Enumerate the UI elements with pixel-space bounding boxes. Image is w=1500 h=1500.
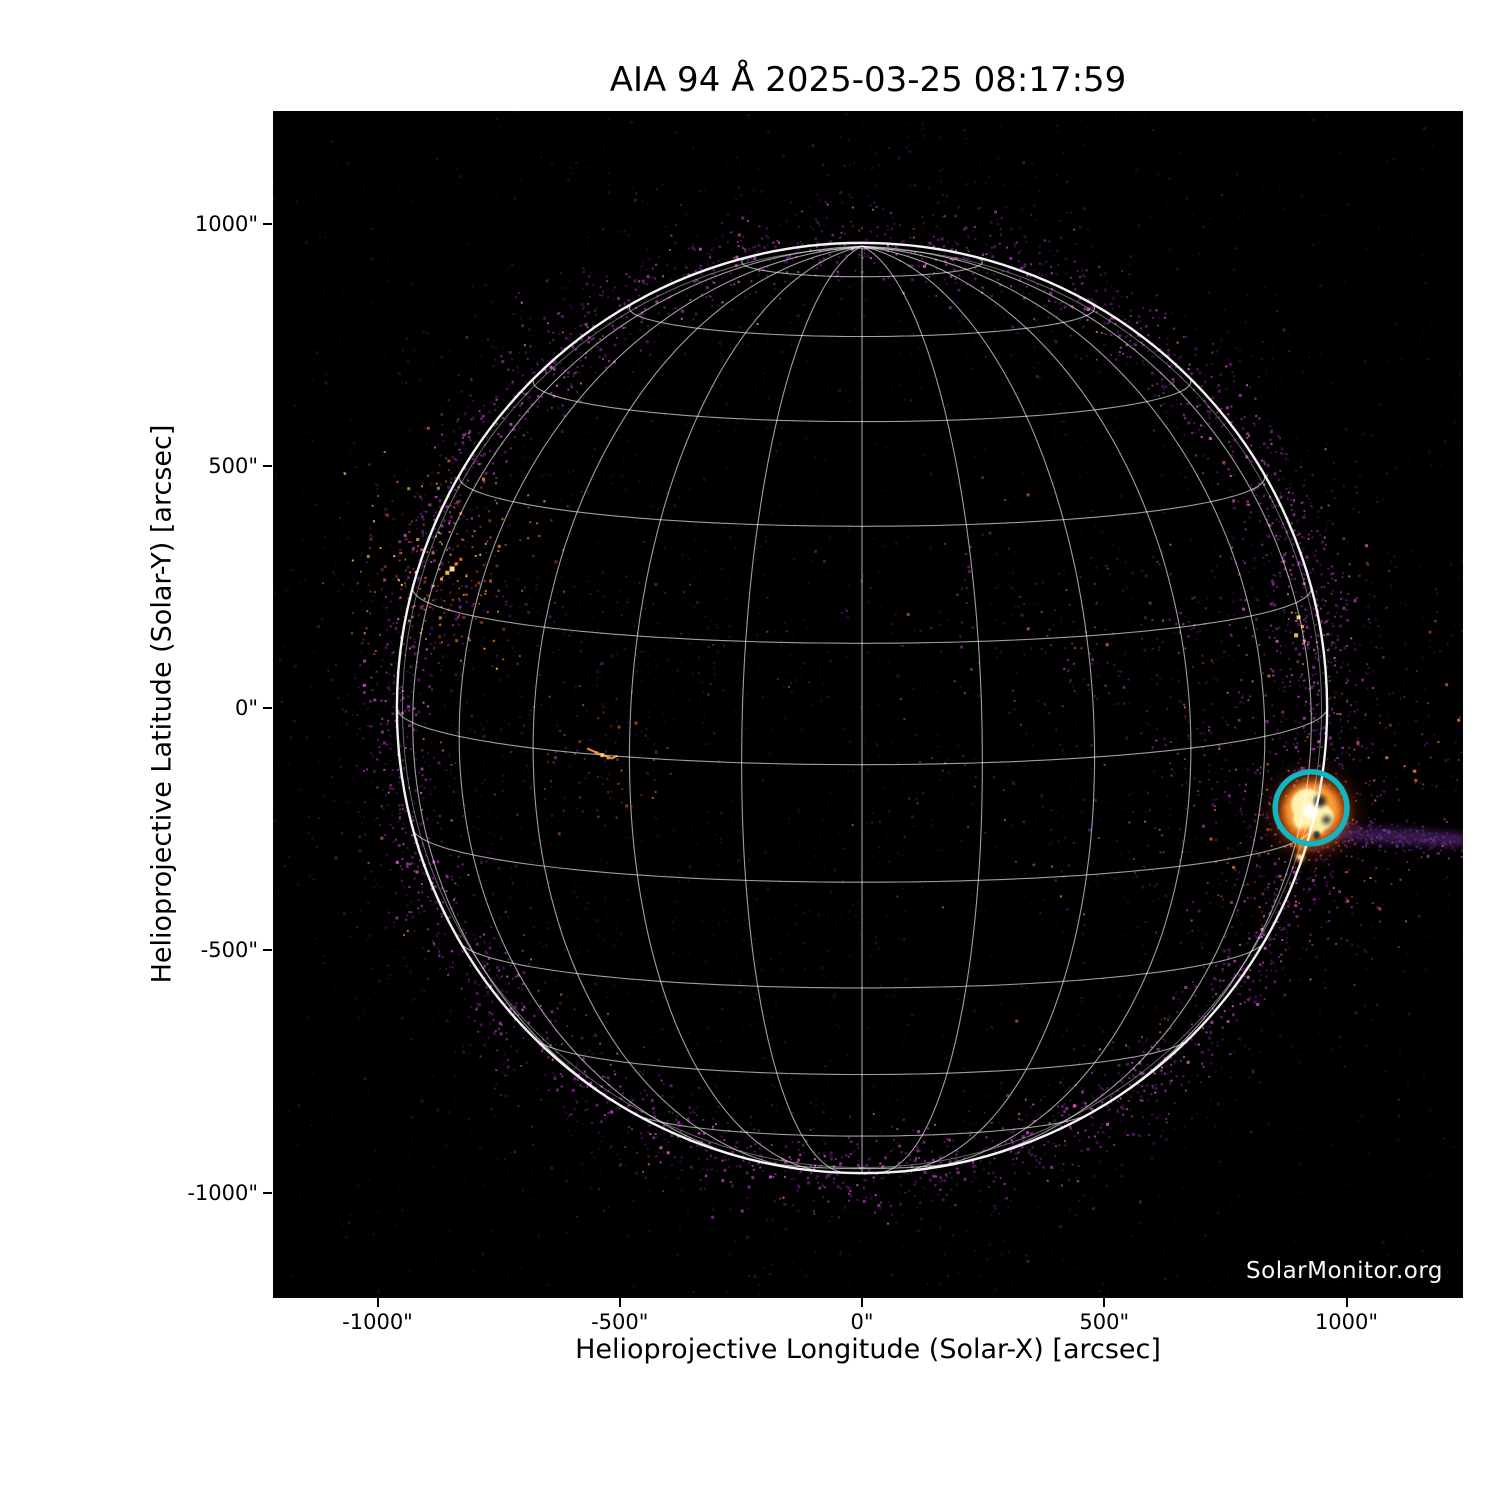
y-tick-mark <box>263 949 272 952</box>
y-tick-mark <box>263 1191 272 1194</box>
x-tick-label: -500" <box>591 1310 649 1334</box>
flare-annotation-circle <box>1272 769 1350 847</box>
x-axis-label: Helioprojective Longitude (Solar-X) [arc… <box>575 1334 1161 1365</box>
x-tick-mark <box>618 1298 621 1307</box>
y-axis-label: Helioprojective Latitude (Solar-Y) [arcs… <box>146 424 178 984</box>
x-tick-label: -1000" <box>342 1310 413 1334</box>
watermark-text: SolarMonitor.org <box>1246 1258 1443 1284</box>
solar-image-plot: SolarMonitor.org <box>273 111 1463 1298</box>
y-tick-label: 0" <box>234 696 258 720</box>
x-tick-label: 1000" <box>1314 1310 1379 1334</box>
x-tick-mark <box>861 1298 863 1307</box>
y-tick-mark <box>263 222 272 225</box>
x-tick-mark <box>376 1298 379 1307</box>
x-tick-mark <box>1103 1298 1106 1307</box>
solar-disk-svg <box>273 111 1463 1298</box>
y-tick-label: -1000" <box>187 1180 258 1205</box>
y-tick-label: 1000" <box>194 211 258 236</box>
chart-title: AIA 94 Å 2025-03-25 08:17:59 <box>609 60 1127 100</box>
y-tick-label: 500" <box>208 453 258 478</box>
x-tick-mark <box>1345 1298 1348 1307</box>
y-tick-label: -500" <box>200 938 258 963</box>
y-tick-mark <box>263 464 272 467</box>
x-tick-label: 0" <box>850 1310 874 1334</box>
y-tick-mark <box>263 707 272 709</box>
x-tick-label: 500" <box>1079 1310 1130 1334</box>
